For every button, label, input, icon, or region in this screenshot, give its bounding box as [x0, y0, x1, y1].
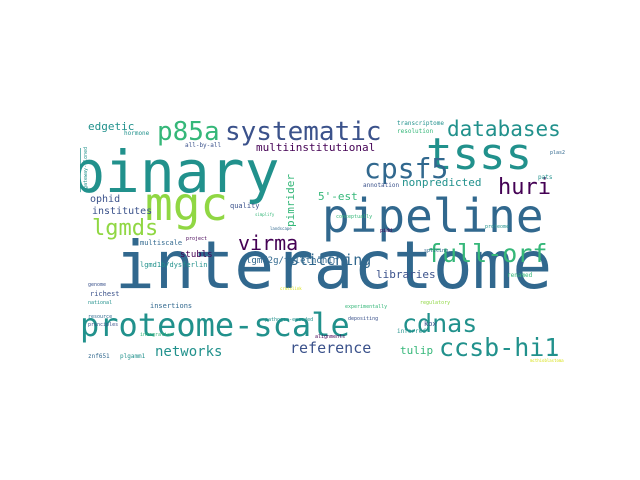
word-lgmd1b-dysferlin: lgmd1b/dysferlin — [140, 261, 208, 269]
word-conceptually: conceptually — [336, 214, 373, 220]
word-pipeline: pipeline — [322, 189, 544, 243]
word-all-by-all: all-by-all — [185, 142, 222, 149]
word-multiinstitutional: multiinstitutional — [256, 141, 376, 154]
word-tsss: tsss — [426, 129, 532, 180]
word-databases: databases — [447, 117, 561, 141]
word-pathogen-encoded: pathogen-encoded — [265, 317, 314, 323]
word-principles: principles — [88, 322, 119, 328]
word-mgc: mgc — [145, 177, 229, 231]
word-resolution: resolution — [397, 128, 434, 135]
word-multiscale: multiscale — [140, 239, 183, 247]
word-resource: resource — [88, 314, 113, 320]
word-hormone: hormone — [124, 130, 150, 137]
word-reference: reference — [290, 339, 372, 357]
word-landscape: landscape — [270, 226, 292, 231]
word-inferred: inferred — [397, 328, 426, 335]
word-depositing: depositing — [348, 316, 379, 322]
word-splicing: splicing — [424, 248, 449, 254]
word-cloud: interactome binary pipeline mgc tsss pro… — [80, 105, 575, 370]
word-virma: virma — [238, 231, 299, 255]
word-systematic: systematic — [225, 117, 382, 147]
word-stubls: stubls — [180, 250, 213, 260]
word-lgmds: lgmds — [92, 216, 159, 241]
word-transcriptome: transcriptome — [397, 120, 444, 127]
word-ccsb-hi1: ccsb-hi1 — [439, 333, 560, 362]
word-interactome: interactome — [115, 227, 553, 304]
word-plgamm1: plgamm1 — [120, 353, 146, 360]
word-project: project — [186, 236, 208, 242]
word-binary: binary — [80, 138, 280, 206]
word-simplify: simplify — [255, 212, 275, 217]
word-proteome-scale: proteome-scale — [80, 306, 350, 344]
word-pidd: pidd — [380, 228, 393, 234]
word-integration: integration — [140, 332, 174, 338]
word-cpsf5: cpsf5 — [364, 152, 449, 185]
word-full-orf: full-orf — [427, 239, 548, 268]
word-5-est: 5'-est — [318, 190, 358, 203]
word-insertions: insertions — [150, 302, 193, 310]
word-renamed: renamed — [507, 272, 533, 279]
word-tulip: tulip — [400, 344, 434, 357]
word-p85a: p85a — [157, 117, 220, 147]
word-networks: networks — [155, 344, 223, 360]
word-proteome: proteome — [485, 224, 510, 230]
word-huri: huri — [498, 175, 551, 200]
word-lgmd2g-telethonin: lgmd2g/telethonin — [246, 256, 339, 266]
word-plas2: plas2 — [550, 150, 566, 156]
word-national: national — [88, 300, 113, 306]
word-edgetic: edgetic — [88, 120, 135, 133]
word-alignments: alignments — [315, 334, 346, 340]
word-institutes: institutes — [92, 206, 153, 217]
word-ophid: ophid — [90, 194, 121, 205]
word-pats: pats — [538, 174, 553, 181]
word-annotation: annotation — [363, 182, 400, 189]
word-genome: genome — [88, 282, 107, 288]
word-stitching: stitching — [290, 251, 372, 269]
word-kox: kox — [424, 320, 437, 328]
word-richest: richest — [90, 290, 120, 298]
word-crosslink: crosslink — [280, 286, 302, 291]
word-mcthioblastoma: mcthioblastoma — [530, 358, 564, 363]
word-nonpredicted: nonpredicted — [402, 176, 482, 189]
word-znf651: znf651 — [88, 353, 110, 360]
word-experimentally: experimentally — [345, 304, 388, 310]
word-libraries: libraries — [376, 268, 436, 281]
word-pimrider: pimrider — [284, 174, 297, 227]
word-regulatory: regulatory — [420, 300, 451, 306]
word-quality: quality — [230, 202, 260, 210]
word-gateway-cloned: gateway-cloned — [83, 146, 89, 189]
word-cdnas: cdnas — [402, 309, 478, 338]
